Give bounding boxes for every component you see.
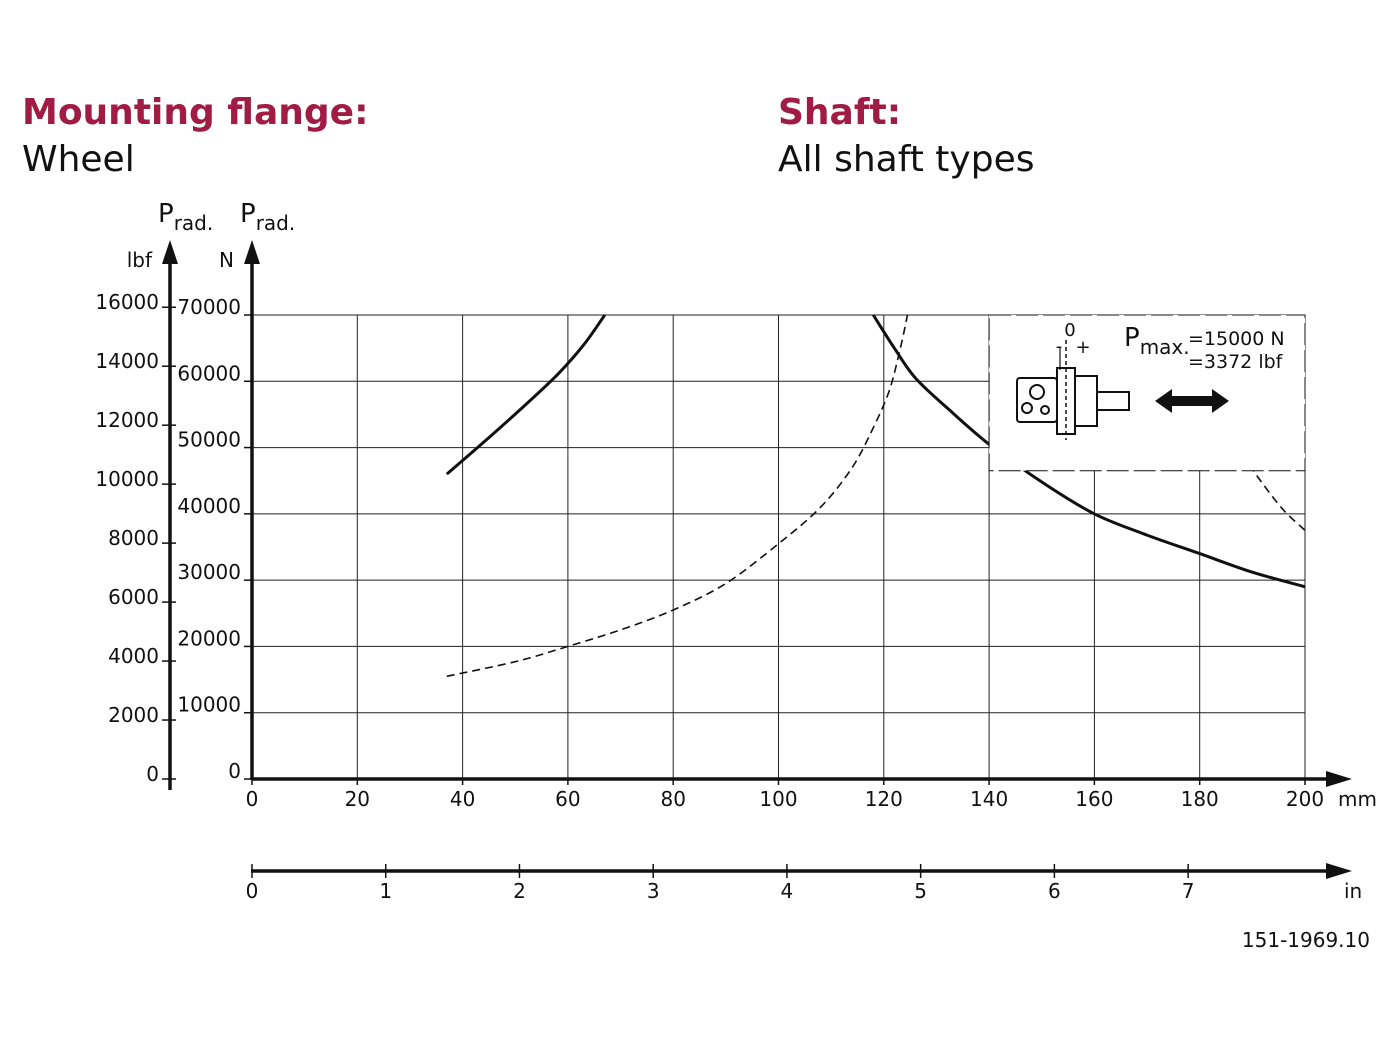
- y-tick-label-n: 10000: [177, 693, 241, 717]
- motor-port-3: [1040, 405, 1050, 415]
- y-tick-label-lbf: 8000: [108, 526, 159, 550]
- y-tick-label-lbf: 12000: [95, 408, 159, 432]
- y-tick-label-n: 70000: [177, 295, 241, 319]
- x-tick-label-mm: 140: [970, 787, 1008, 811]
- pmax-lbf: =3372 lbf: [1188, 351, 1284, 373]
- x-tick-label-in: 0: [246, 879, 259, 903]
- y-axis-lbf-unit: lbf: [127, 248, 153, 272]
- x-tick-label-mm: 200: [1286, 787, 1324, 811]
- series-1-solid-line: [872, 314, 1306, 589]
- shaft-plus-label: +: [1075, 337, 1090, 358]
- chart-series: [445, 314, 1306, 678]
- motor-shaft: [1096, 391, 1130, 411]
- y-tick-label-n: 30000: [177, 560, 241, 584]
- x-tick-label-in: 7: [1182, 879, 1195, 903]
- y-tick-label-n: 50000: [177, 428, 241, 452]
- x-tick-label-in: 4: [781, 879, 794, 903]
- pmax-symbol: P: [1124, 323, 1140, 353]
- y-tick-label-n: 20000: [177, 626, 241, 650]
- y-axis-n-unit: N: [219, 248, 234, 272]
- x-tick-label-in: 5: [914, 879, 927, 903]
- x-tick-label-in: 2: [513, 879, 526, 903]
- x-tick-label-mm: 180: [1181, 787, 1219, 811]
- y-axis-n-arrow: [244, 240, 260, 264]
- y-tick-label-n: 40000: [177, 494, 241, 518]
- pmax-subscript: max.: [1140, 335, 1190, 359]
- y-axis-lbf-arrow: [162, 240, 178, 264]
- y-axis-n-title: Prad.: [240, 199, 295, 235]
- x-axis-in-arrow: [1326, 863, 1352, 879]
- series-0-solid-line: [445, 314, 607, 476]
- y-tick-label-lbf: 4000: [108, 644, 159, 668]
- shaft-title: Shaft:: [778, 92, 902, 133]
- x-tick-label-mm: 60: [555, 787, 580, 811]
- y-tick-label-n: 60000: [177, 361, 241, 385]
- x-axis-mm-unit: mm: [1338, 787, 1377, 811]
- motor-port-2: [1021, 402, 1033, 414]
- pmax-label: Pmax.: [1124, 323, 1190, 359]
- pmax-inset: 0- + Pmax.=15000 N=3372 lbf: [988, 314, 1306, 472]
- x-tick-label-mm: 120: [865, 787, 903, 811]
- shaft-minus-label: -: [1056, 336, 1063, 357]
- chart-ticks: 0100002000030000400005000060000700000200…: [95, 290, 1324, 903]
- y-tick-label-lbf: 6000: [108, 585, 159, 609]
- y-axis-lbf-title-subscript: rad.: [174, 211, 214, 235]
- series-2-dashed-line: [446, 314, 909, 678]
- axial-load-arrow-icon: [1155, 389, 1229, 413]
- motor-port-1: [1029, 384, 1045, 400]
- y-tick-label-lbf: 10000: [95, 467, 159, 491]
- shaft-zero-label: 0: [1064, 320, 1075, 341]
- mounting-flange-title: Mounting flange:: [22, 92, 369, 133]
- y-axis-n-title-subscript: rad.: [256, 211, 296, 235]
- x-tick-label-in: 6: [1048, 879, 1061, 903]
- x-axis-mm-arrow: [1326, 771, 1352, 787]
- x-axis-in-unit: in: [1344, 879, 1362, 903]
- y-tick-label-n: 0: [228, 759, 241, 783]
- x-tick-label-mm: 160: [1075, 787, 1113, 811]
- y-axis-n-title-symbol: P: [240, 199, 256, 229]
- x-tick-label-mm: 100: [759, 787, 797, 811]
- mounting-flange-value: Wheel: [22, 139, 135, 180]
- y-axis-lbf-title-symbol: P: [158, 199, 174, 229]
- motor-icon: [1016, 340, 1130, 440]
- x-tick-label-in: 3: [647, 879, 660, 903]
- y-tick-label-lbf: 2000: [108, 703, 159, 727]
- x-tick-label-mm: 0: [246, 787, 259, 811]
- x-tick-label-mm: 20: [345, 787, 370, 811]
- x-tick-label-mm: 80: [660, 787, 685, 811]
- pmax-newton: =15000 N: [1188, 328, 1285, 350]
- y-axis-lbf-title: Prad.: [158, 199, 213, 235]
- y-tick-label-lbf: 0: [146, 762, 159, 786]
- y-tick-label-lbf: 14000: [95, 349, 159, 373]
- reference-number: 151-1969.10: [1241, 928, 1370, 952]
- y-tick-label-lbf: 16000: [95, 290, 159, 314]
- x-tick-label-mm: 40: [450, 787, 475, 811]
- motor-hub: [1074, 375, 1098, 427]
- shaft-value: All shaft types: [778, 139, 1035, 180]
- x-tick-label-in: 1: [379, 879, 392, 903]
